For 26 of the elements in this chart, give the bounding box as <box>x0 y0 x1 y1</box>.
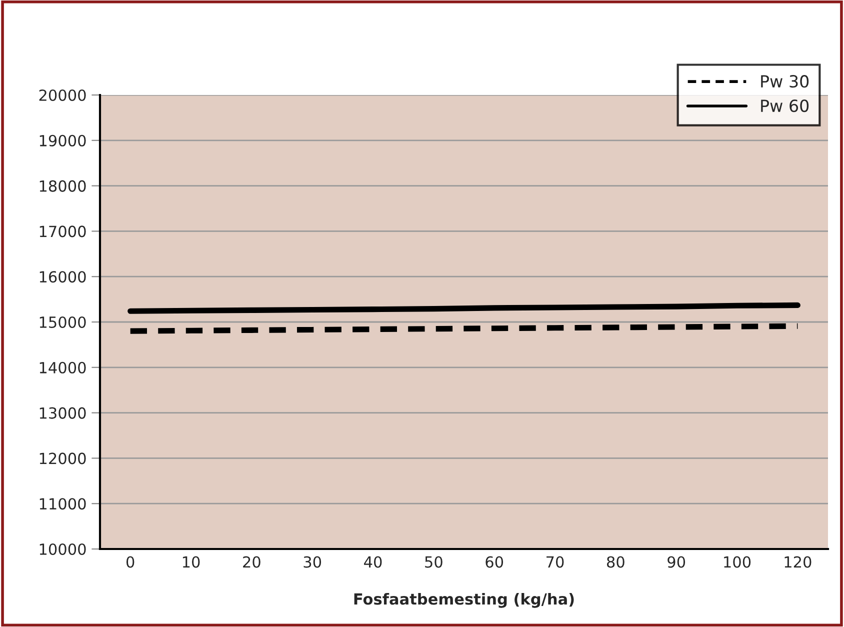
y-tick-label: 16000 <box>40 271 86 283</box>
x-tick-label: 30 <box>304 556 322 568</box>
y-tick-label: 13000 <box>40 407 86 419</box>
x-tick-label: 40 <box>364 556 382 568</box>
x-tick-label: 10 <box>182 556 200 568</box>
y-tick-label: 19000 <box>40 134 86 146</box>
x-tick-label: 120 <box>784 556 812 568</box>
x-tick-label: 50 <box>425 556 442 568</box>
x-tick-label: 60 <box>486 556 504 568</box>
x-tick-label: 80 <box>606 556 624 568</box>
x-tick-label: 90 <box>668 556 686 568</box>
y-tick-label: 12000 <box>40 452 86 464</box>
y-tick-label: 11000 <box>40 498 86 510</box>
x-tick-label: 0 <box>126 556 134 568</box>
y-tick-label: 17000 <box>40 226 86 238</box>
y-tick-label: 10000 <box>40 543 86 556</box>
y-tick-label: 14000 <box>40 362 86 374</box>
x-tick-label: 100 <box>724 556 751 568</box>
x-tick-label: 20 <box>243 556 260 568</box>
legend-label: Pw 30 <box>761 75 809 88</box>
y-tick-label: 18000 <box>40 180 86 192</box>
y-tick-label: 15000 <box>40 316 86 328</box>
x-axis-title: Fosfaatbemesting (kg/ha) <box>354 592 574 608</box>
y-tick-label: 20000 <box>39 89 86 102</box>
x-tick-label: 70 <box>546 556 564 568</box>
legend-label: Pw 60 <box>761 100 809 112</box>
